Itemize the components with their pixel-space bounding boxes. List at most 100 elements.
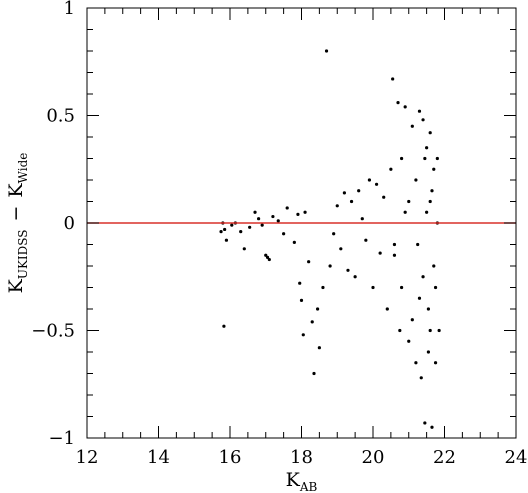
x-tick-label: 14 [147,447,170,468]
data-point [285,206,289,210]
data-point [432,264,436,268]
data-point [357,189,361,193]
data-point [421,118,425,122]
data-point [276,219,280,223]
data-point [303,210,307,214]
y-tick-label: −0.5 [31,321,75,342]
data-point [371,285,375,290]
data-point [239,230,243,234]
data-point [271,214,275,219]
data-point [260,223,264,227]
x-tick-label: 22 [433,447,456,468]
data-point [367,178,372,182]
data-point [282,232,286,236]
data-point [433,285,438,290]
data-point [428,131,432,135]
data-point [264,253,268,257]
data-point [299,298,304,302]
data-point [426,350,431,354]
data-point [396,101,400,105]
data-point [342,191,346,195]
data-point [321,285,325,290]
data-point [410,318,414,322]
y-axis-label: KUKIDSS−KWide [5,153,30,294]
data-point [222,324,226,328]
data-point [407,199,411,204]
x-axis-label: KAB [286,469,318,493]
data-point [437,328,441,333]
data-point [423,421,427,425]
data-point [398,328,402,333]
y-tick-label: 0 [64,213,75,234]
data-point [417,296,422,300]
data-point [224,238,229,242]
data-point [392,242,397,247]
data-point [317,346,321,350]
data-point [428,328,432,333]
data-point [335,204,339,208]
ticks-layer: 12 14 16 18 20 22 24 −1 −0.5 0 0.5 1 [31,0,527,468]
data-point [430,425,434,429]
data-point [423,156,427,161]
data-point [230,223,234,227]
data-point [403,210,407,214]
data-point [257,217,261,221]
data-point [419,376,423,380]
data-point [265,255,270,259]
data-point [403,105,407,109]
data-point [219,230,223,234]
data-point [324,49,329,53]
data-point [339,247,343,251]
data-point [253,210,257,214]
data-point [400,285,404,290]
data-point [242,247,246,251]
data-point [298,281,302,285]
y-tick-label: −1 [48,428,75,449]
data-point [407,339,411,343]
x-tick-label: 12 [76,447,99,468]
data-point [385,307,389,311]
y-tick-label: 0.5 [46,106,75,127]
data-point [346,268,350,272]
data-point [328,264,332,268]
x-tick-label: 20 [362,447,385,468]
x-tick-label: 16 [219,447,242,468]
data-point [426,307,431,311]
x-tick-label: 18 [290,447,313,468]
data-point [416,242,420,247]
data-point [400,156,404,161]
data-point [332,232,336,236]
data-point [421,275,425,279]
data-point [389,167,393,171]
data-point [307,260,311,264]
data-point [428,199,432,204]
data-point [301,333,305,337]
data-point [414,361,418,365]
data-point [378,251,382,255]
data-point [417,109,422,113]
data-point [349,199,354,204]
data-point [292,240,296,244]
data-point [391,77,395,81]
data-point [223,227,227,232]
data-point [360,217,364,221]
data-point [382,195,386,199]
x-tick-label: 24 [505,447,528,468]
points-layer [219,49,441,429]
data-point [296,212,300,216]
data-point [310,320,314,324]
data-point [425,210,429,214]
data-point [435,156,439,161]
data-point [432,167,436,171]
data-point [312,371,316,376]
data-point [315,307,320,311]
data-point [267,257,271,262]
y-tick-label: 1 [64,0,75,19]
data-point [248,225,252,229]
data-point [353,275,357,279]
data-point [410,124,414,128]
data-point [374,182,379,186]
data-point [392,253,397,257]
data-point [430,189,434,193]
